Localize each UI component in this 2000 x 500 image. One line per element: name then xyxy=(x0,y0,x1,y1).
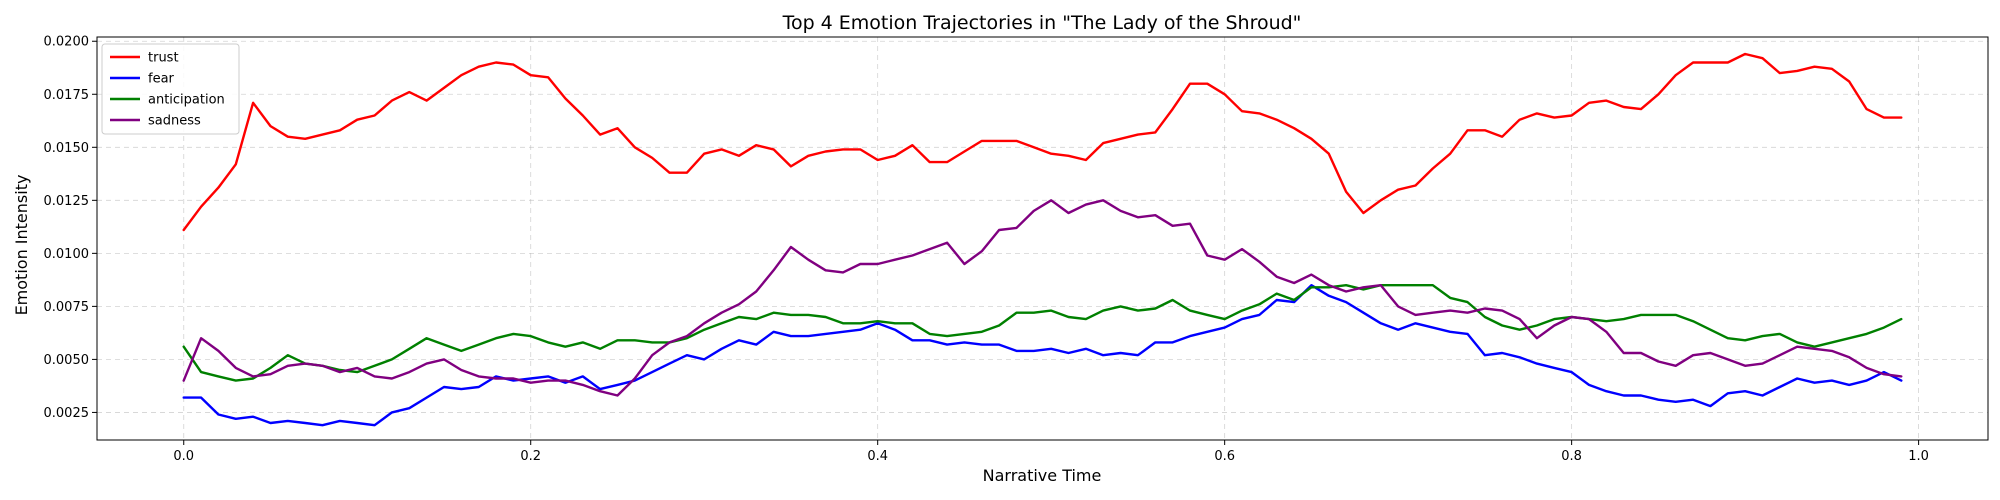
series-lines xyxy=(182,52,1903,427)
y-axis-ticks: 0.0025 0.0050 0.0075 0.0100 0.0125 0.0150 0.01… xyxy=(44,35,97,421)
y-tick-label: 0.0150 xyxy=(44,141,90,156)
legend-label-anticipation: anticipation xyxy=(148,93,225,108)
plot-frame xyxy=(96,36,1989,441)
legend-label-sadness: sadness xyxy=(148,114,201,129)
legend: trust fear anticipation sadness xyxy=(101,43,240,135)
y-axis-label: Emotion Intensity xyxy=(12,175,31,316)
x-axis-label: Narrative Time xyxy=(983,466,1102,485)
x-tick-label: 0.2 xyxy=(520,449,541,464)
x-tick-label: 1.0 xyxy=(1908,449,1929,464)
series-line-trust xyxy=(182,52,1903,232)
y-tick-label: 0.0025 xyxy=(44,406,90,421)
y-tick-label: 0.0200 xyxy=(44,35,90,50)
x-tick-label: 0.6 xyxy=(1214,449,1235,464)
legend-label-fear: fear xyxy=(148,72,175,87)
legend-box xyxy=(101,43,240,135)
x-tick-label: 0.0 xyxy=(173,449,194,464)
x-tick-label: 0.4 xyxy=(867,449,888,464)
y-tick-label: 0.0075 xyxy=(44,300,90,315)
x-tick-label: 0.8 xyxy=(1561,449,1582,464)
grid xyxy=(97,37,1988,440)
series-line-sadness xyxy=(182,199,1903,397)
y-tick-label: 0.0175 xyxy=(44,88,90,103)
series-line-fear xyxy=(182,284,1903,427)
y-tick-label: 0.0125 xyxy=(44,194,90,209)
y-tick-label: 0.0050 xyxy=(44,353,90,368)
chart-title: Top 4 Emotion Trajectories in "The Lady … xyxy=(782,12,1302,34)
y-tick-label: 0.0100 xyxy=(44,247,90,262)
legend-label-trust: trust xyxy=(148,51,179,66)
series-line-anticipation xyxy=(182,284,1903,382)
x-axis-ticks: 0.0 0.2 0.4 0.6 0.8 1.0 xyxy=(173,440,1929,464)
